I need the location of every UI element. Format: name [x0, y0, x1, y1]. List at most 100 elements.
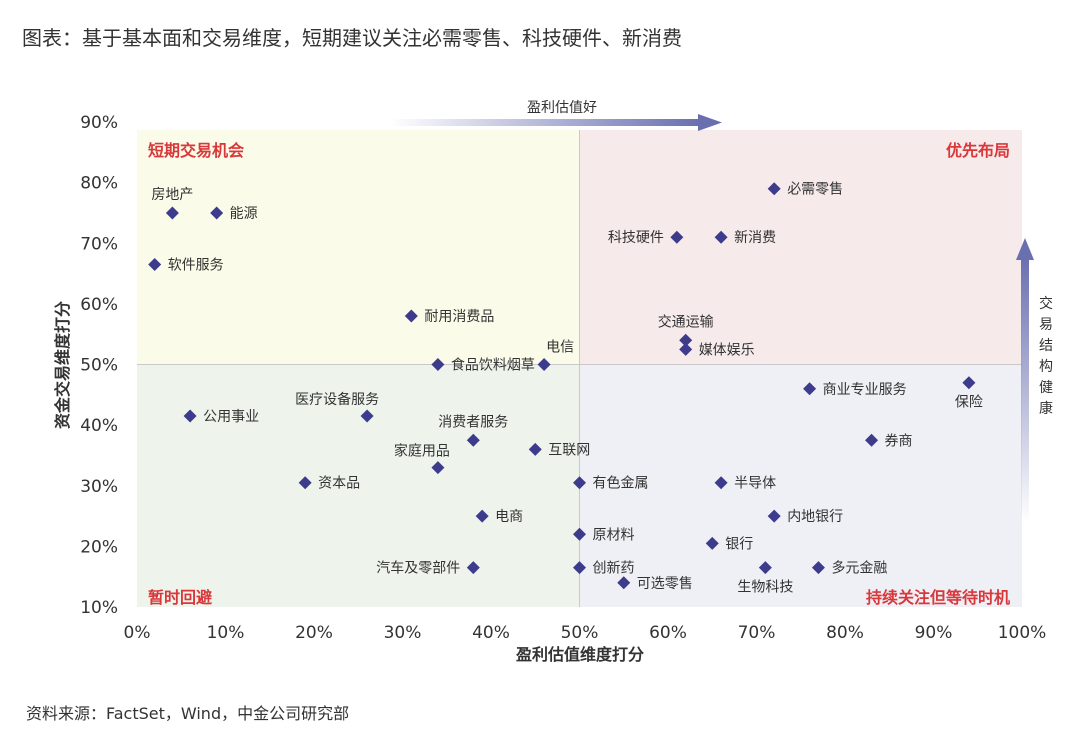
point-label: 可选零售	[637, 576, 693, 592]
point-marker	[466, 433, 480, 447]
point-marker	[431, 358, 445, 371]
quadrant-label-bottom-right: 持续关注但等待时机	[866, 588, 1010, 607]
x-tick-label: 40%	[472, 623, 510, 643]
point-label: 资本品	[318, 476, 360, 492]
point-label: 有色金属	[593, 475, 649, 492]
point-label: 原材料	[593, 527, 635, 543]
point-label: 保险	[955, 395, 983, 411]
point-marker	[617, 576, 631, 590]
point-label: 消费者服务	[438, 414, 508, 430]
quadrant-bg-top-left	[137, 130, 580, 365]
point-label: 科技硬件	[608, 230, 664, 246]
point-label: 新消费	[734, 230, 776, 246]
data-point: 消费者服务	[438, 414, 508, 447]
point-label: 交通运输	[658, 313, 714, 330]
data-point: 多元金融	[811, 560, 887, 577]
point-marker	[528, 442, 542, 456]
quadrant-bg-bottom-right	[579, 364, 1022, 607]
point-marker	[670, 230, 684, 244]
y-tick-label: 40%	[80, 416, 118, 436]
point-marker	[183, 409, 197, 423]
data-point: 房地产	[151, 187, 193, 220]
y-tick-label: 50%	[80, 356, 118, 376]
point-marker	[573, 476, 586, 490]
horizontal-arrow-shaft	[390, 119, 700, 126]
data-point: 能源	[210, 206, 258, 222]
y-tick-label: 90%	[80, 113, 118, 133]
data-point: 医疗设备服务	[295, 391, 379, 423]
point-marker	[466, 561, 480, 575]
x-axis-title: 盈利估值维度打分	[515, 645, 644, 664]
point-marker	[298, 476, 312, 490]
point-marker	[811, 561, 825, 575]
point-label: 公用事业	[203, 409, 259, 425]
point-marker	[210, 206, 224, 220]
point-marker	[573, 527, 586, 541]
point-label: 家庭用品	[394, 443, 450, 460]
point-label: 电商	[495, 509, 523, 525]
point-marker	[537, 358, 551, 371]
point-label: 银行	[725, 536, 753, 552]
data-point: 可选零售	[617, 576, 693, 592]
point-label: 耐用消费品	[424, 309, 494, 325]
point-label: 券商	[885, 433, 913, 449]
point-label: 互联网	[548, 442, 590, 458]
point-label: 食品饮料烟草	[451, 357, 535, 374]
point-label: 媒体娱乐	[699, 342, 755, 358]
data-point: 家庭用品	[394, 443, 450, 475]
point-marker	[165, 206, 179, 220]
data-point: 半导体	[714, 476, 776, 492]
x-tick-label: 90%	[915, 623, 953, 643]
quadrant-bg-bottom-left	[137, 364, 580, 607]
quadrant-label-top-left: 短期交易机会	[148, 141, 244, 160]
point-label: 创新药	[593, 561, 635, 577]
point-marker	[573, 561, 586, 575]
data-point: 有色金属	[573, 475, 649, 492]
x-tick-label: 80%	[826, 623, 864, 643]
data-point: 券商	[865, 433, 913, 449]
point-marker	[431, 461, 445, 475]
y-tick-label: 70%	[80, 234, 118, 254]
data-point: 保险	[955, 376, 983, 411]
point-label: 医疗设备服务	[295, 391, 379, 408]
point-label: 软件服务	[168, 257, 224, 273]
point-label: 多元金融	[831, 560, 887, 577]
data-point: 商业专业服务	[803, 382, 907, 398]
y-tick-label: 30%	[80, 477, 118, 497]
point-marker	[404, 309, 418, 323]
point-marker	[679, 342, 693, 356]
point-marker	[679, 333, 693, 347]
data-point: 银行	[705, 536, 753, 552]
data-point: 内地银行	[767, 509, 843, 525]
vertical-arrow-head	[1016, 238, 1034, 260]
data-point: 交通运输	[658, 313, 714, 347]
figure-title: 图表：基于基本面和交易维度，短期建议关注必需零售、科技硬件、新消费	[22, 26, 682, 50]
y-tick-label: 60%	[80, 295, 118, 315]
x-tick-label: 30%	[384, 623, 422, 643]
data-point: 新消费	[714, 230, 776, 246]
point-marker	[758, 561, 772, 575]
data-point: 原材料	[573, 527, 635, 543]
x-tick-label: 50%	[561, 623, 599, 643]
horizontal-arrow-label: 盈利估值好	[527, 100, 597, 116]
x-tick-label: 70%	[738, 623, 776, 643]
data-point: 电信	[537, 340, 574, 371]
horizontal-arrow-head	[698, 114, 722, 131]
vertical-arrow-label-text: 交易结构健康	[1039, 295, 1053, 417]
point-marker	[148, 257, 162, 271]
data-point: 创新药	[573, 561, 635, 577]
data-point: 互联网	[528, 442, 590, 458]
y-tick-label: 10%	[80, 598, 118, 618]
data-point: 科技硬件	[608, 230, 684, 246]
point-marker	[714, 230, 728, 244]
point-marker	[865, 433, 879, 447]
point-marker	[360, 409, 374, 423]
y-tick-label: 20%	[80, 537, 118, 557]
data-point: 必需零售	[767, 182, 843, 198]
data-point: 电商	[475, 509, 523, 525]
data-point: 耐用消费品	[404, 309, 494, 325]
data-point: 食品饮料烟草	[431, 357, 535, 374]
quadrant-bg-top-right	[579, 130, 1022, 365]
point-marker	[714, 476, 728, 490]
